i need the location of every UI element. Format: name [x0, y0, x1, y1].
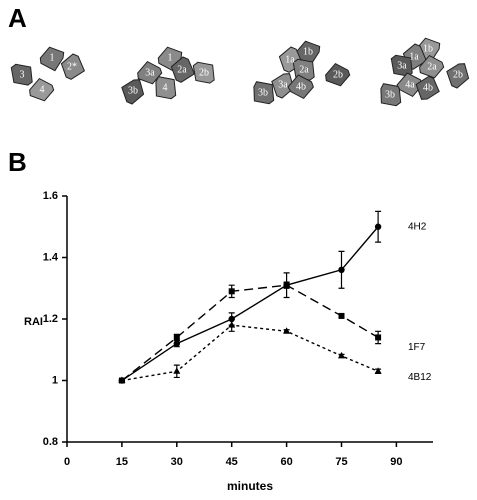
marker	[283, 327, 291, 334]
x-tick-label: 30	[171, 456, 183, 468]
series-label: 4B12	[408, 372, 432, 383]
series-line	[121, 226, 379, 382]
cell-label: 2b	[199, 67, 209, 78]
cell	[10, 63, 33, 86]
marker	[375, 334, 382, 341]
series-label: 4H2	[408, 221, 427, 232]
marker	[173, 367, 181, 374]
y-tick-label: 1	[52, 374, 58, 386]
marker	[338, 266, 345, 273]
series-line	[121, 284, 379, 382]
cell	[39, 46, 65, 72]
cell-label: 4	[163, 82, 168, 93]
cell	[419, 54, 445, 79]
marker	[374, 367, 382, 374]
cell-label: 3a	[145, 67, 155, 78]
cell	[121, 79, 145, 105]
cell	[155, 76, 177, 100]
cell-label: 3b	[128, 85, 138, 96]
cell-label: 3b	[258, 87, 268, 98]
cell-label: 2a	[427, 61, 437, 72]
cell-label: 1b	[423, 43, 433, 54]
cell	[192, 61, 215, 84]
cell	[325, 62, 351, 87]
cell-label: 4	[40, 84, 45, 95]
cell	[446, 63, 470, 89]
cell-label: 2*	[67, 61, 77, 72]
series-line	[121, 324, 379, 382]
cell-label: 2b	[333, 69, 343, 80]
x-tick-label: 60	[280, 456, 292, 468]
y-axis-label: RAI	[24, 316, 43, 328]
marker	[173, 334, 180, 341]
cell	[396, 72, 423, 98]
cell-label: 1	[168, 52, 173, 63]
y-tick-label: 0.8	[43, 436, 58, 448]
x-tick-label: 45	[226, 456, 238, 468]
marker	[374, 223, 382, 230]
cell	[60, 53, 86, 80]
cell	[253, 81, 275, 105]
y-tick-label: 1.6	[43, 190, 58, 202]
panel-label: B	[8, 147, 27, 177]
cell-label: 1b	[303, 46, 313, 57]
x-tick-label: 90	[390, 456, 402, 468]
cell	[415, 75, 440, 100]
panel-label: A	[8, 3, 27, 33]
x-tick-label: 0	[64, 456, 70, 468]
cell	[287, 74, 314, 100]
x-tick-label: 15	[116, 456, 128, 468]
x-tick-label: 75	[335, 456, 347, 468]
marker	[283, 282, 290, 289]
cell-label: 3a	[397, 60, 407, 71]
cell	[271, 73, 295, 99]
marker	[173, 340, 180, 347]
marker	[228, 321, 236, 328]
y-tick-label: 1.4	[43, 251, 59, 263]
cell-label: 4b	[296, 81, 306, 92]
cell	[170, 56, 196, 83]
cell-label: 3b	[385, 89, 395, 100]
cell-label: 2b	[453, 69, 463, 80]
marker	[338, 312, 345, 319]
cell-label: 1	[50, 52, 55, 63]
marker	[338, 351, 345, 359]
marker	[118, 376, 126, 383]
cell-label: 2a	[177, 64, 187, 75]
cell	[29, 77, 55, 102]
cell-label: 1a	[285, 54, 295, 65]
cell	[137, 60, 163, 85]
cell-label: 4b	[423, 82, 433, 93]
cell-label: 3	[20, 69, 25, 80]
x-axis-label: minutes	[227, 479, 273, 493]
cell-label: 2a	[299, 64, 309, 75]
marker	[228, 288, 235, 295]
cell-label: 1a	[409, 51, 419, 62]
series-label: 1F7	[408, 342, 426, 353]
y-tick-label: 1.2	[43, 313, 58, 325]
cell-label: 4a	[405, 79, 415, 90]
cell-label: 3a	[278, 79, 288, 90]
